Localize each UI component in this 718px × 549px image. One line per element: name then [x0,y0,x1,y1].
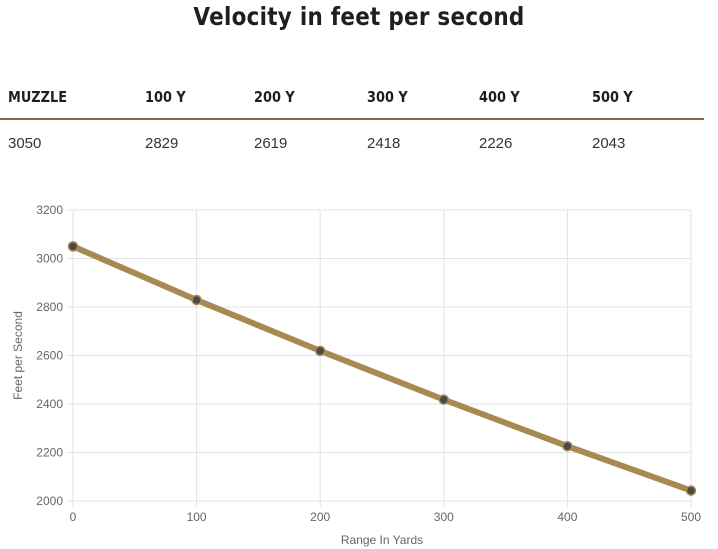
cell-400y: 2226 [479,135,513,152]
data-point [562,440,573,452]
table-header-row: MUZZLE 100 Y 200 Y 300 Y 400 Y 500 Y [0,82,704,120]
series-line [70,243,694,494]
header-500y: 500 Y [592,88,633,106]
data-point [314,345,326,357]
x-tick-label: 400 [557,510,577,524]
page-title: Velocity in feet per second [193,2,525,31]
x-tick-label: 500 [681,510,701,524]
x-axis-title: Range In Yards [341,533,423,547]
velocity-table: MUZZLE 100 Y 200 Y 300 Y 400 Y 500 Y 305… [0,82,704,164]
x-tick-label: 200 [310,510,330,524]
series-layer [67,241,697,496]
data-point [191,294,202,306]
y-tick-label: 3200 [36,203,63,217]
x-tick-label: 100 [187,510,207,524]
chart-grid [67,209,692,507]
y-tick-label: 2200 [36,446,63,460]
y-tick-label: 2800 [36,300,63,314]
cell-100y: 2829 [145,135,179,152]
header-100y: 100 Y [145,88,186,106]
y-tick-label: 3000 [36,252,63,266]
data-point [67,241,79,252]
cell-200y: 2619 [254,135,288,152]
data-point [685,485,697,496]
velocity-line-chart: 2000 2200 2400 2600 2800 3000 3200 0 100 200 300 4… [11,203,702,547]
header-muzzle: MUZZLE [8,88,68,106]
y-axis-ticks: 2000 2200 2400 2600 2800 3000 3200 [36,203,63,508]
y-tick-label: 2600 [36,349,63,363]
x-tick-label: 0 [70,510,77,524]
y-tick-label: 2000 [36,494,63,508]
y-tick-label: 2400 [36,397,63,411]
cell-500y: 2043 [592,135,626,152]
table-row: 3050 2829 2619 2418 2226 2043 [0,120,704,164]
y-axis-title: Feet per Second [11,311,25,400]
header-300y: 300 Y [367,88,408,106]
x-axis-ticks: 0 100 200 300 400 500 [70,510,702,524]
data-point [438,394,450,405]
header-400y: 400 Y [479,88,520,106]
header-200y: 200 Y [254,88,295,106]
cell-muzzle: 3050 [8,135,42,152]
x-tick-label: 300 [434,510,454,524]
cell-300y: 2418 [367,135,401,152]
